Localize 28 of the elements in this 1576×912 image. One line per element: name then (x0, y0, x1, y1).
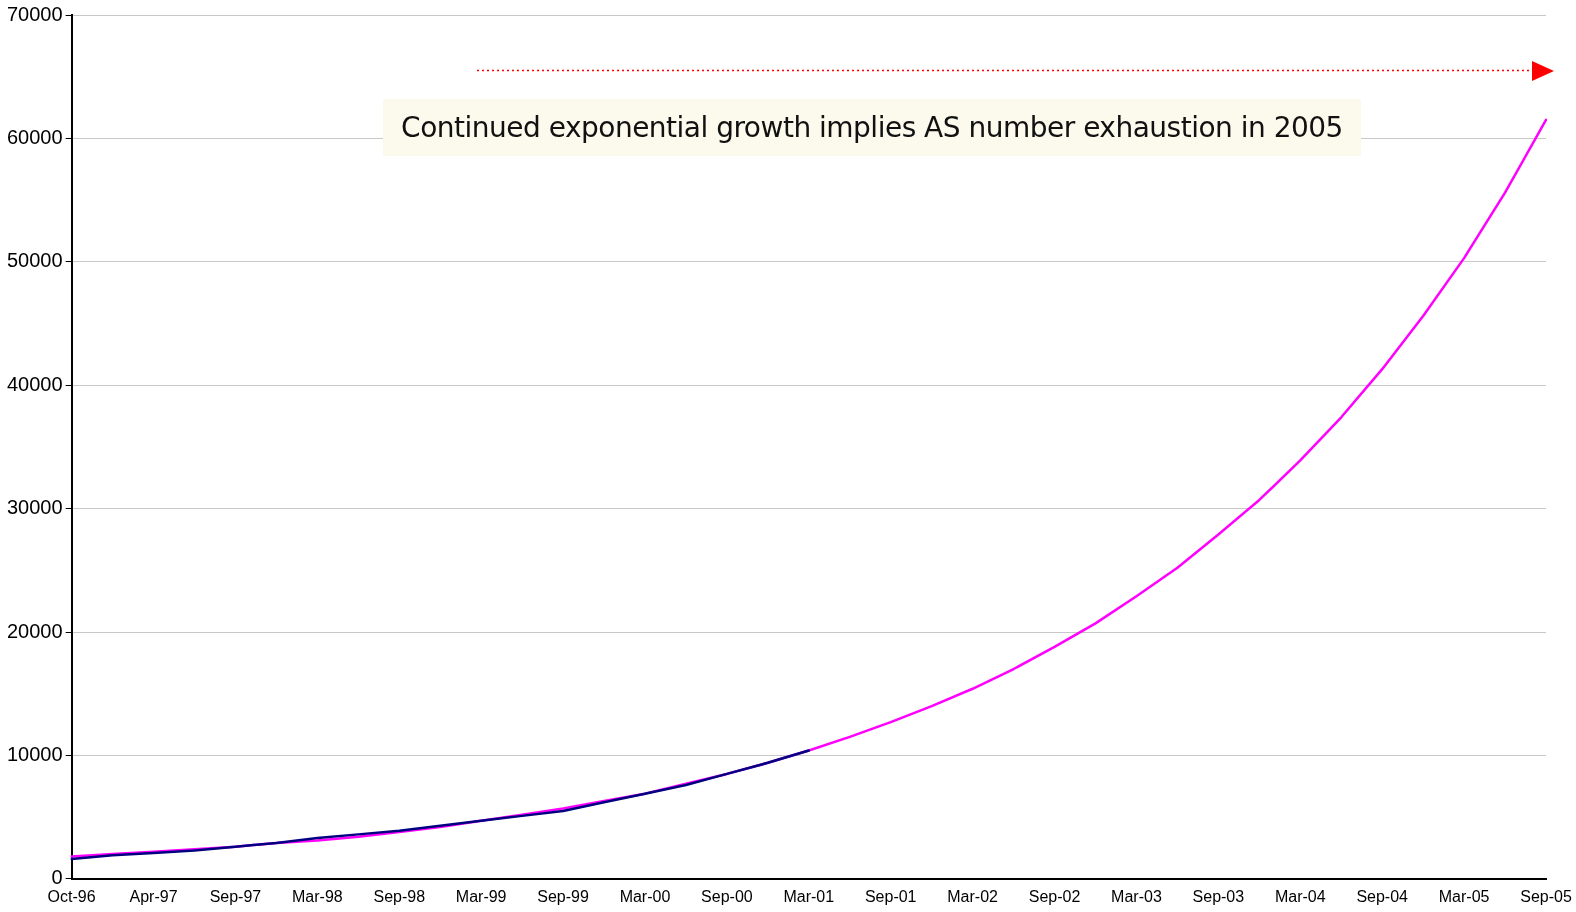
annotation: Continued exponential growth implies AS number exhaustion in 2005 (383, 99, 1361, 156)
x-tick-label: Mar-03 (1111, 887, 1162, 905)
x-tick-label: Sep-97 (209, 887, 262, 905)
y-tick-label: 20000 (6, 619, 63, 642)
y-tick-label: 70000 (6, 2, 63, 25)
x-tick-label: Sep-98 (373, 887, 426, 905)
y-tick-label: 50000 (6, 249, 63, 272)
x-tick-label: Sep-05 (1520, 887, 1572, 905)
x-tick-label: Sep-04 (1356, 887, 1409, 905)
x-tick-label: Mar-00 (619, 887, 671, 905)
x-tick-label: Mar-01 (783, 887, 835, 905)
x-tick-label: Sep-03 (1192, 887, 1245, 905)
x-tick-label: Mar-05 (1438, 887, 1490, 905)
x-tick-label: Mar-98 (292, 887, 343, 905)
x-tick-label: Oct-96 (47, 887, 96, 905)
x-tick-label: Sep-99 (537, 887, 589, 905)
x-tick-label: Sep-00 (701, 887, 753, 905)
y-tick-label: 10000 (6, 742, 63, 765)
y-tick-label: 60000 (6, 125, 63, 148)
x-tick-label: Sep-02 (1028, 887, 1081, 905)
y-tick-label: 30000 (6, 496, 63, 519)
y-tick-label: 40000 (6, 372, 63, 395)
x-tick-label: Mar-02 (947, 887, 999, 905)
x-tick-label: Mar-04 (1274, 887, 1326, 905)
y-tick-label: 0 (51, 866, 63, 889)
x-tick-label: Mar-99 (455, 887, 507, 905)
x-tick-label: Apr-97 (129, 887, 178, 905)
x-tick-label: Sep-01 (864, 887, 917, 905)
